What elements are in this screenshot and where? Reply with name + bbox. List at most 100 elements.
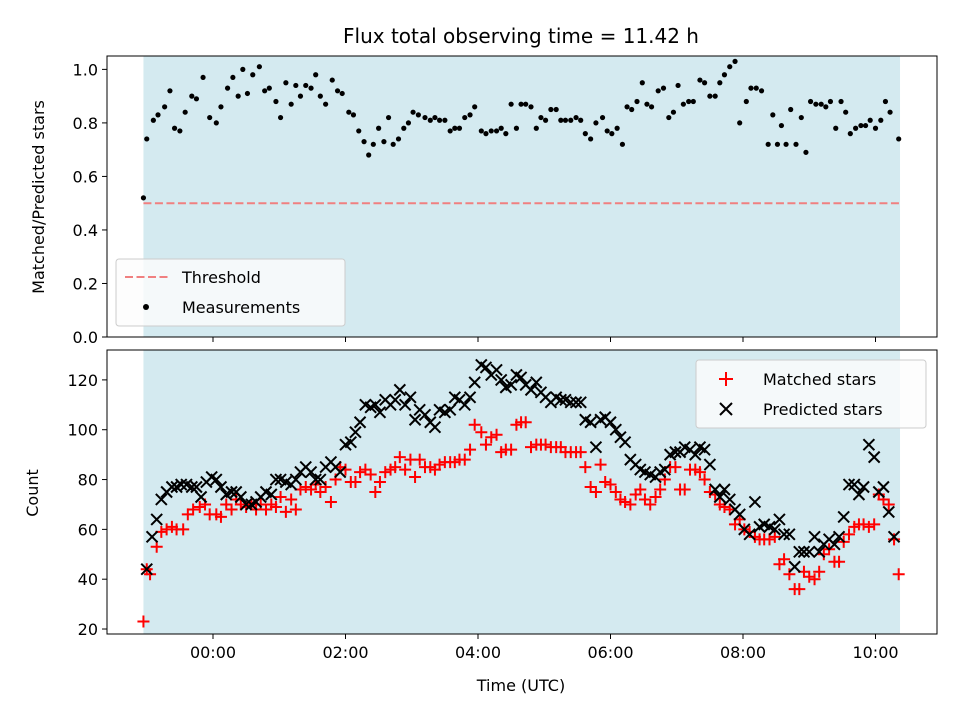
measurement-point	[619, 141, 626, 147]
y-tick-label: 20	[78, 620, 98, 639]
predicted-point	[239, 498, 253, 511]
matched-point	[808, 573, 821, 586]
bottom-y-axis-label: Count	[23, 469, 42, 517]
predicted-point	[309, 473, 322, 486]
measurement-point	[548, 106, 554, 113]
matched-point	[490, 428, 503, 441]
measurement-point	[436, 117, 443, 123]
predicted-point	[479, 361, 493, 374]
measurement-point	[753, 85, 759, 91]
measurement-point	[213, 120, 219, 126]
measurement-point	[788, 106, 794, 113]
matched-point	[862, 520, 875, 533]
matched-point	[599, 476, 612, 489]
predicted-point	[788, 560, 801, 573]
x-tick-label: 06:00	[587, 643, 633, 662]
predicted-point	[828, 538, 841, 551]
matched-point	[187, 503, 200, 516]
y-tick-label: 60	[78, 520, 98, 539]
measurements-legend-label: Measurements	[182, 298, 300, 317]
matched-point	[644, 498, 657, 511]
matched-point	[269, 500, 282, 513]
measurement-point	[140, 195, 147, 201]
measurement-point	[462, 114, 468, 121]
measurement-point	[317, 93, 323, 99]
predicted-point	[862, 438, 876, 451]
measurement-point	[758, 88, 765, 94]
predicted-point	[418, 408, 432, 421]
matched-point	[464, 443, 477, 456]
measurement-point	[680, 101, 686, 107]
predicted-point	[882, 505, 895, 519]
predicted-point	[155, 493, 168, 506]
measurement-point	[701, 80, 708, 86]
measurement-point	[395, 136, 402, 142]
measurement-point	[853, 125, 859, 131]
predicted-point	[174, 478, 188, 491]
measurement-point	[639, 80, 645, 86]
chart-title: Flux total observing time = 11.42 h	[343, 24, 699, 48]
predicted-point	[569, 396, 583, 409]
matched-point	[579, 461, 592, 474]
measurement-point	[200, 74, 206, 81]
matched-point	[409, 471, 422, 484]
predicted-point	[604, 416, 617, 429]
measurement-point	[350, 112, 357, 118]
matched-point	[144, 568, 157, 581]
measurement-point	[422, 114, 428, 121]
measurement-point	[361, 139, 367, 145]
measurement-point	[182, 109, 188, 115]
measurement-point	[528, 104, 534, 110]
count-panel: 20 40 60 80 100 120 00:00 02:00 04:00 06:00 08:00…	[23, 349, 938, 695]
measurement-point	[442, 117, 448, 123]
measurement-point	[593, 120, 599, 126]
measurement-point	[783, 141, 789, 147]
matched-point	[678, 483, 691, 496]
measurement-point	[675, 82, 681, 89]
predicted-point	[344, 435, 358, 449]
measurement-point	[508, 101, 514, 107]
matched-point	[624, 498, 637, 511]
measurement-point	[624, 104, 630, 110]
matched-point	[369, 486, 382, 498]
measurement-point	[655, 88, 661, 94]
measurement-point	[329, 77, 335, 83]
measurement-point	[283, 80, 289, 86]
measurement-point	[415, 112, 421, 118]
top-y-axis-label: Matched/Predicted stars	[29, 100, 48, 294]
measurements-series	[140, 58, 902, 201]
predicted-point	[165, 480, 179, 494]
matched-point	[768, 530, 781, 543]
measurement-point	[171, 125, 178, 131]
measurements-legend-swatch	[143, 304, 149, 310]
matched-point	[654, 483, 667, 496]
matched-point	[888, 533, 901, 546]
predicted-point	[832, 530, 846, 544]
measurement-point	[189, 93, 195, 99]
measurement-point	[478, 128, 484, 134]
measurement-point	[218, 104, 224, 110]
matched-point	[857, 518, 870, 531]
predicted-point	[768, 523, 782, 536]
predicted-point	[887, 530, 901, 544]
measurement-point	[690, 98, 696, 105]
measurement-point	[334, 88, 341, 94]
matched-point	[609, 486, 622, 498]
measurement-point	[366, 152, 372, 158]
measurement-point	[896, 136, 902, 142]
matched-point	[763, 533, 776, 546]
predicted-point	[289, 473, 303, 486]
measurement-point	[381, 139, 387, 145]
measurement-point	[774, 141, 781, 147]
measurement-point	[405, 120, 412, 126]
matched-point	[349, 476, 362, 489]
matched-point	[289, 503, 302, 516]
measurement-point	[670, 109, 677, 115]
measurement-point	[737, 120, 743, 126]
measurement-point	[297, 93, 304, 99]
matched-point	[214, 510, 227, 523]
matched-point	[225, 503, 238, 516]
measurement-point	[604, 128, 610, 134]
predicted-point	[463, 391, 477, 404]
predicted-point	[812, 545, 826, 558]
